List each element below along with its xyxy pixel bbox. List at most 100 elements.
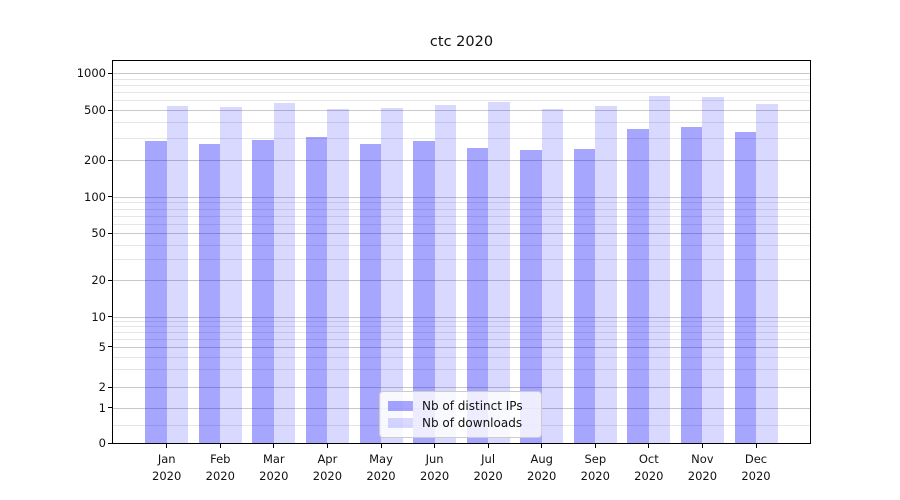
major-gridline: [113, 110, 810, 111]
bar-downloads-feb: [220, 107, 242, 443]
bar-distinct-ips-sep: [573, 149, 596, 443]
x-axis-tick: [326, 444, 328, 448]
bar-distinct-ips-jan: [145, 140, 167, 443]
major-gridline: [113, 233, 810, 235]
minor-gridline: [113, 215, 810, 217]
y-axis-tick: [108, 346, 112, 348]
x-tick-label: Feb 2020: [205, 452, 235, 483]
x-axis-tick: [594, 444, 596, 448]
bars-layer: [113, 61, 810, 443]
minor-gridline: [113, 259, 810, 261]
bar-downloads-nov: [702, 97, 724, 443]
bar-downloads-mar: [273, 103, 296, 443]
bar-distinct-ips-jun: [413, 141, 435, 443]
x-tick-label: Dec 2020: [741, 452, 771, 483]
major-gridline: [113, 280, 810, 281]
bar-downloads-jul: [488, 102, 510, 443]
x-axis-tick: [380, 444, 382, 448]
x-tick-label: Aug 2020: [527, 452, 557, 483]
minor-gridline: [113, 223, 810, 225]
y-axis-tick: [108, 316, 112, 318]
minor-gridline: [113, 92, 810, 94]
bar-distinct-ips-oct: [627, 129, 649, 443]
y-axis-tick: [108, 407, 112, 408]
bar-distinct-ips-feb: [198, 144, 221, 443]
legend-swatch-distinct-ips: [388, 400, 413, 411]
y-tick-label: 1: [98, 400, 106, 415]
bar-downloads-sep: [595, 105, 617, 443]
x-tick-label: Apr 2020: [312, 452, 343, 483]
bar-distinct-ips-jul: [466, 148, 489, 443]
minor-gridline: [113, 321, 810, 323]
major-gridline: [113, 387, 810, 388]
bar-downloads-aug: [541, 108, 564, 443]
minor-gridline: [113, 332, 810, 334]
y-tick-label: 5: [98, 339, 106, 354]
chart-title: ctc 2020: [429, 34, 494, 50]
x-axis-tick: [219, 444, 221, 448]
bar-downloads-jun: [434, 104, 457, 443]
y-tick-label: 10: [91, 309, 106, 324]
bar-distinct-ips-apr: [305, 136, 328, 443]
x-axis-tick: [434, 444, 436, 448]
y-tick-label: 0: [98, 436, 106, 450]
minor-gridline: [113, 356, 810, 358]
minor-gridline: [113, 137, 810, 139]
x-tick-label: Jan 2020: [152, 452, 182, 483]
x-axis-tick: [648, 444, 650, 448]
bar-downloads-dec: [756, 103, 778, 443]
legend-swatch-downloads: [388, 417, 413, 428]
x-axis-tick: [487, 444, 489, 448]
bar-downloads-may: [381, 107, 403, 443]
minor-gridline: [113, 338, 810, 340]
legend-row: Nb of downloads: [388, 414, 533, 431]
bar-downloads-apr: [327, 108, 349, 443]
bar-distinct-ips-aug: [520, 149, 542, 443]
x-tick-label: Jul 2020: [473, 452, 503, 483]
x-axis-tick: [273, 444, 275, 448]
y-axis-tick: [108, 279, 112, 281]
y-tick-label: 1000: [76, 66, 106, 81]
x-axis-tick: [166, 444, 168, 448]
minor-gridline: [113, 122, 810, 124]
x-tick-label: Oct 2020: [634, 452, 664, 483]
y-axis-tick: [108, 442, 112, 444]
bar-downloads-oct: [648, 95, 671, 443]
minor-gridline: [113, 326, 810, 328]
grid-layer: [113, 61, 810, 443]
bar-distinct-ips-dec: [734, 131, 756, 443]
minor-gridline: [113, 85, 810, 87]
y-tick-label: 2: [98, 380, 106, 394]
y-axis-tick: [108, 386, 112, 388]
x-tick-label: Jun 2020: [419, 452, 450, 483]
major-gridline: [113, 316, 810, 318]
minor-gridline: [113, 202, 810, 204]
legend-row: Nb of distinct IPs: [388, 397, 533, 414]
y-axis-tick: [108, 159, 112, 161]
bar-distinct-ips-mar: [252, 140, 274, 443]
minor-gridline: [113, 369, 810, 371]
x-axis-tick: [755, 444, 757, 448]
minor-gridline: [113, 100, 810, 102]
major-gridline: [113, 346, 810, 348]
x-tick-label: Nov 2020: [687, 452, 718, 483]
bar-distinct-ips-may: [359, 144, 381, 443]
bar-downloads-jan: [166, 106, 189, 443]
legend-label: Nb of distinct IPs: [422, 398, 523, 413]
y-tick-label: 200: [84, 153, 106, 167]
y-tick-label: 50: [91, 226, 106, 241]
minor-gridline: [113, 78, 810, 80]
legend-label: Nb of downloads: [422, 415, 523, 430]
y-axis-tick: [108, 72, 112, 74]
x-tick-label: May 2020: [366, 452, 396, 483]
bar-distinct-ips-nov: [680, 126, 703, 443]
x-axis-tick: [701, 444, 703, 448]
x-tick-label: Mar 2020: [259, 452, 289, 483]
x-tick-label: Sep 2020: [580, 452, 610, 483]
y-axis-tick: [108, 232, 112, 234]
x-axis-tick: [541, 444, 543, 448]
y-axis-tick: [108, 196, 112, 198]
major-gridline: [113, 196, 810, 198]
major-gridline: [113, 160, 810, 161]
